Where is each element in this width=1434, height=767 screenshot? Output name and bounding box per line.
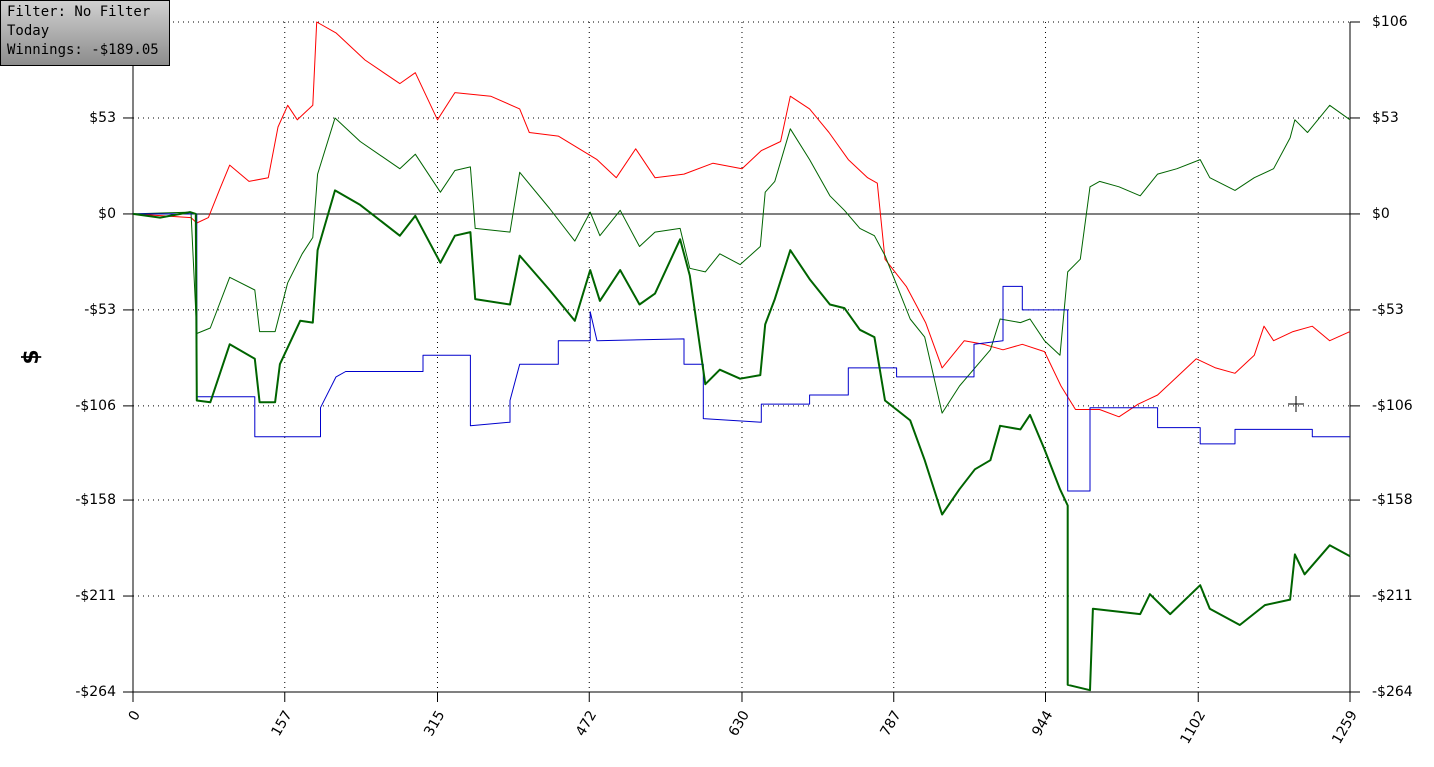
y-tick-label-right: -$158 <box>1372 492 1413 508</box>
cursor-crosshair <box>1288 396 1304 412</box>
info-box: Filter: No Filter Today Winnings: -$189.… <box>0 0 170 66</box>
y-tick-label-right: -$106 <box>1372 398 1413 414</box>
y-tick-label-right: $53 <box>1372 110 1399 126</box>
y-tick-label-right: $0 <box>1372 206 1390 222</box>
x-tick-label: 1102 <box>1177 708 1209 747</box>
x-tick-label: 1259 <box>1329 708 1361 747</box>
series-line <box>132 189 1351 692</box>
y-tick-label-right: $106 <box>1372 14 1408 30</box>
info-line: Today <box>7 23 50 39</box>
y-tick-label-right: -$53 <box>1372 302 1404 318</box>
info-line: Winnings: -$189.05 <box>7 42 159 58</box>
x-tick-label: 157 <box>268 708 295 739</box>
y-axis-label: $ <box>19 349 44 364</box>
series-line <box>132 21 1351 418</box>
y-tick-label-right: -$264 <box>1372 684 1413 700</box>
y-tick-label: $0 <box>98 206 116 222</box>
x-tick-label: 315 <box>421 708 448 739</box>
x-tick-label: 0 <box>126 708 144 724</box>
series-line <box>132 104 1351 414</box>
x-tick-label: 472 <box>573 708 600 739</box>
y-tick-label: -$53 <box>84 302 116 318</box>
y-tick-label: -$106 <box>75 398 116 414</box>
x-tick-label: 944 <box>1029 708 1056 739</box>
y-tick-label-right: -$211 <box>1372 588 1413 604</box>
x-tick-label: 630 <box>726 708 753 739</box>
y-tick-label: $53 <box>89 110 116 126</box>
x-tick-label: 787 <box>877 708 904 739</box>
info-line: Filter: No Filter <box>7 4 151 20</box>
y-tick-label: -$264 <box>75 684 116 700</box>
y-tick-label: -$211 <box>75 588 116 604</box>
y-tick-label: -$158 <box>75 492 116 508</box>
series-line <box>133 213 1350 492</box>
